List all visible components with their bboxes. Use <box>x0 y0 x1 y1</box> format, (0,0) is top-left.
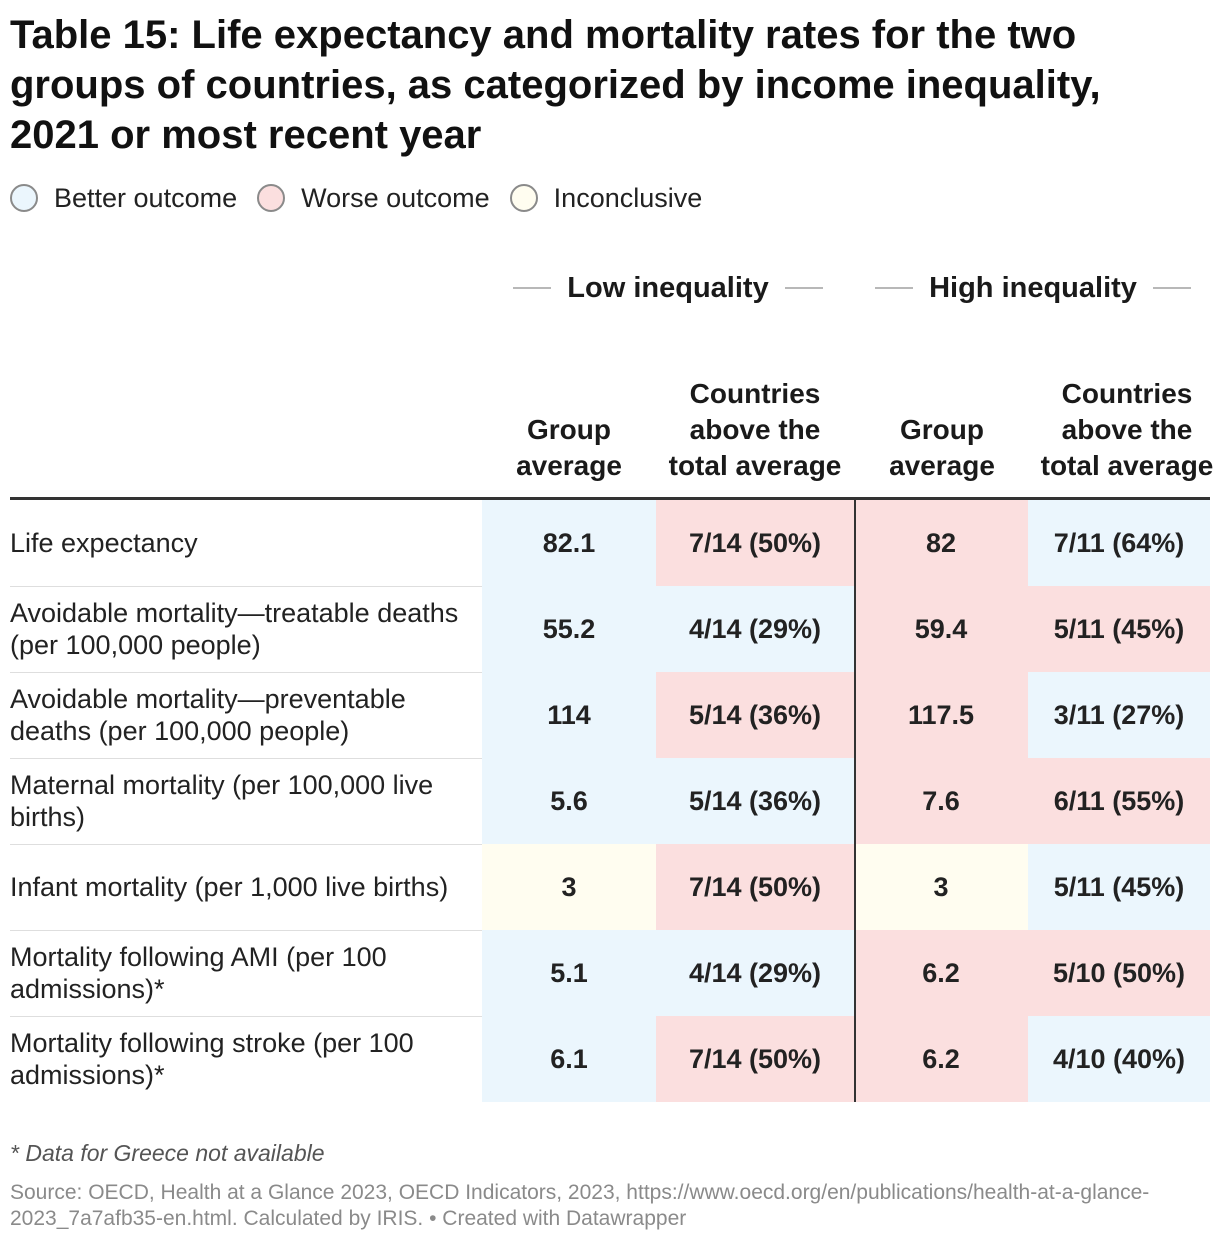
table-cell: 5/14 (36%) <box>656 672 854 758</box>
row-label: Avoidable mortality—treatable deaths (pe… <box>10 598 459 660</box>
chart-title: Table 15: Life expectancy and mortality … <box>10 13 1101 157</box>
group-header-low-inequality: Low inequality <box>482 268 854 308</box>
header-rule <box>10 497 1210 500</box>
source-note: Source: OECD, Health at a Glance 2023, O… <box>10 1181 1150 1230</box>
table-cell: 6/11 (55%) <box>1028 758 1210 844</box>
legend-item-inconclusive: Inconclusive <box>509 182 703 214</box>
header-dash <box>784 287 823 289</box>
table-cell: 5/11 (45%) <box>1028 586 1210 672</box>
table-cell: 3 <box>482 844 656 930</box>
table-cell: 3/11 (27%) <box>1028 672 1210 758</box>
group-header-high-inequality: High inequality <box>856 268 1210 308</box>
legend-swatch-inconclusive <box>509 184 538 212</box>
table-cell: 6.2 <box>854 1016 1028 1102</box>
table-cell: 82 <box>854 500 1028 586</box>
legend-swatch-worse <box>257 184 286 212</box>
table-cell: 4/14 (29%) <box>656 586 854 672</box>
table-cell: 7.6 <box>854 758 1028 844</box>
row-label: Mortality following stroke (per 100 admi… <box>10 1028 414 1090</box>
table-cell: 59.4 <box>854 586 1028 672</box>
column-header-low-group-average: Group average <box>516 414 622 481</box>
row-label: Maternal mortality (per 100,000 live bir… <box>10 770 434 832</box>
group-label-high-inequality: High inequality <box>929 271 1137 304</box>
table-cell: 6.2 <box>854 930 1028 1016</box>
header-dash <box>1152 287 1191 289</box>
legend-item-better: Better outcome <box>10 183 237 214</box>
row-label: Avoidable mortality—preventable deaths (… <box>10 684 406 746</box>
header-dash <box>513 287 552 289</box>
table-cell: 82.1 <box>482 500 656 586</box>
header-dash <box>875 287 914 289</box>
column-header-high-group-average: Group average <box>889 414 995 481</box>
table-cell: 5/14 (36%) <box>656 758 854 844</box>
table-cell: 55.2 <box>482 586 656 672</box>
table-cell: 117.5 <box>854 672 1028 758</box>
table-cell: 7/11 (64%) <box>1028 500 1210 586</box>
legend-label-better: Better outcome <box>54 182 238 213</box>
legend-swatch-better <box>10 184 38 212</box>
table-cell: 7/14 (50%) <box>656 500 854 586</box>
table-cell: 5.1 <box>482 930 656 1016</box>
table-cell: 4/10 (40%) <box>1028 1016 1210 1102</box>
table-cell: 114 <box>482 672 656 758</box>
row-label: Life expectancy <box>10 528 198 558</box>
table-cell: 4/14 (29%) <box>656 930 854 1016</box>
column-header-high-countries-above: Countries above the total average <box>1040 378 1214 481</box>
table-cell: 5/10 (50%) <box>1028 930 1210 1016</box>
row-label: Mortality following AMI (per 100 admissi… <box>10 942 387 1004</box>
column-header-low-countries-above: Countries above the total average <box>668 378 842 481</box>
table-cell: 5.6 <box>482 758 656 844</box>
legend-label-inconclusive: Inconclusive <box>553 182 703 213</box>
footnote: * Data for Greece not available <box>10 1140 325 1166</box>
row-label: Infant mortality (per 1,000 live births) <box>10 872 449 902</box>
table-cell: 5/11 (45%) <box>1028 844 1210 930</box>
legend-label-worse: Worse outcome <box>301 182 490 213</box>
legend-item-worse: Worse outcome <box>257 183 490 214</box>
table-cell: 7/14 (50%) <box>656 1016 854 1102</box>
table-cell: 6.1 <box>482 1016 656 1102</box>
group-label-low-inequality: Low inequality <box>567 271 769 304</box>
table-cell: 3 <box>854 844 1028 930</box>
group-divider <box>854 500 856 1102</box>
legend: Better outcome Worse outcome Inconclusiv… <box>10 178 722 218</box>
table-cell: 7/14 (50%) <box>656 844 854 930</box>
